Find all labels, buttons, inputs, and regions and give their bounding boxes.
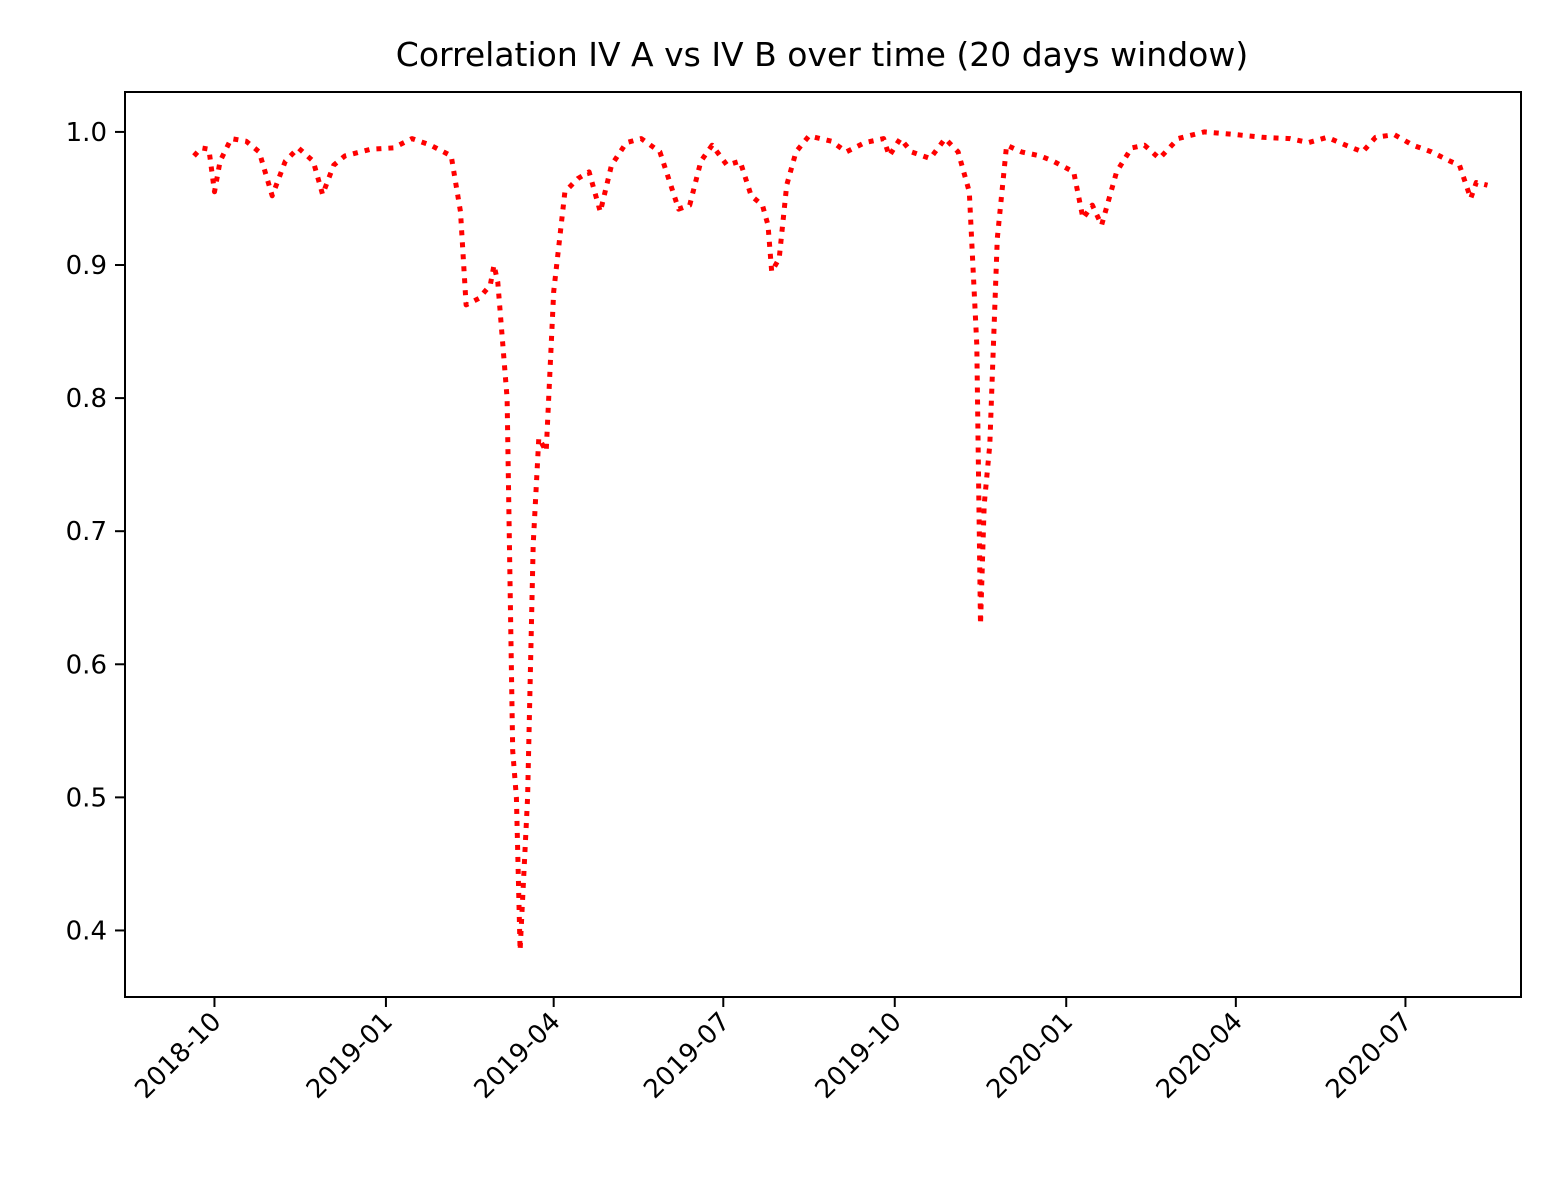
y-tick-label: 0.7 <box>66 517 107 547</box>
plot-area <box>192 129 1489 953</box>
x-tick-label: 2020-04 <box>1151 1007 1249 1105</box>
y-tick-label: 0.4 <box>66 916 107 946</box>
y-tick-label: 0.6 <box>66 650 107 680</box>
axes-frame <box>124 91 1522 998</box>
x-tick-label: 2020-07 <box>1320 1007 1418 1105</box>
x-tick-label: 2019-10 <box>810 1007 908 1105</box>
x-axis: 2018-10 2019-01 2019-04 2019-07 2019-10 2020-… <box>129 997 1418 1105</box>
chart-title: Correlation IV A vs IV B over time (20 d… <box>396 35 1248 74</box>
x-tick-label: 2019-04 <box>469 1007 567 1105</box>
series-line-0 <box>192 129 1489 953</box>
x-tick-label: 2020-01 <box>981 1007 1079 1105</box>
y-axis: 0.4 0.5 0.6 0.7 0.8 0.9 1.0 <box>66 118 125 946</box>
y-tick-label: 1.0 <box>66 118 107 148</box>
y-tick-label: 0.8 <box>66 384 107 414</box>
y-tick-label: 0.5 <box>66 783 107 813</box>
x-tick-label: 2019-07 <box>638 1007 736 1105</box>
x-tick-label: 2018-10 <box>129 1007 227 1105</box>
x-tick-label: 2019-01 <box>301 1007 399 1105</box>
y-tick-label: 0.9 <box>66 251 107 281</box>
